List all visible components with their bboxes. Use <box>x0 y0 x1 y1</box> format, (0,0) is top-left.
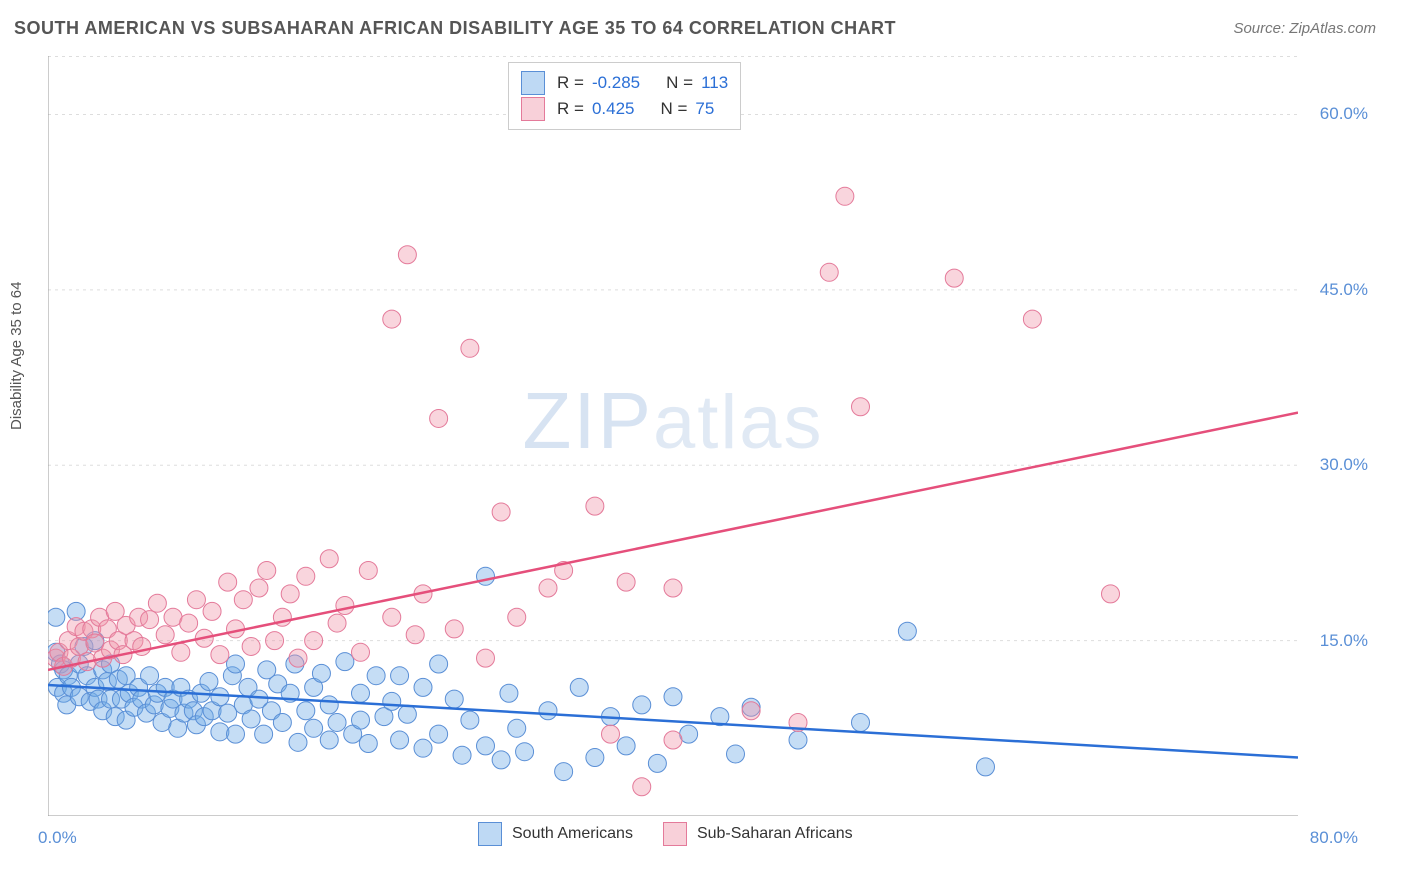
y-axis-label: Disability Age 35 to 64 <box>8 282 25 430</box>
r-value-sub: 0.425 <box>592 99 635 119</box>
swatch-blue-icon <box>521 71 545 95</box>
legend-label-south: South Americans <box>512 825 633 843</box>
legend-swatch-pink-icon <box>663 822 687 846</box>
bottom-legend: South Americans Sub-Saharan Africans <box>478 822 853 846</box>
n-value-south: 113 <box>701 73 728 93</box>
stats-legend: R = -0.285 N = 113 R = 0.425 N = 75 <box>508 62 741 130</box>
legend-label-sub: Sub-Saharan Africans <box>697 825 853 843</box>
plot-area: ZIPatlas R = -0.285 N = 113 R = 0.425 N … <box>48 56 1298 816</box>
swatch-pink-icon <box>521 97 545 121</box>
n-value-sub: 75 <box>695 99 714 119</box>
n-label2: N = <box>660 99 687 119</box>
y-tick-label: 30.0% <box>1320 455 1368 475</box>
y-tick-label: 45.0% <box>1320 280 1368 300</box>
x-min-label: 0.0% <box>38 828 77 848</box>
chart-title: SOUTH AMERICAN VS SUBSAHARAN AFRICAN DIS… <box>14 18 896 39</box>
n-label: N = <box>666 73 693 93</box>
r-label: R = <box>557 73 584 93</box>
stats-row-south: R = -0.285 N = 113 <box>521 71 728 95</box>
x-max-label: 80.0% <box>1310 828 1358 848</box>
chart-svg <box>48 56 1298 816</box>
r-value-south: -0.285 <box>592 73 640 93</box>
r-label2: R = <box>557 99 584 119</box>
stats-row-sub: R = 0.425 N = 75 <box>521 97 728 121</box>
y-tick-label: 15.0% <box>1320 631 1368 651</box>
legend-item-sub: Sub-Saharan Africans <box>663 822 853 846</box>
legend-swatch-blue-icon <box>478 822 502 846</box>
legend-item-south: South Americans <box>478 822 633 846</box>
source-attribution: Source: ZipAtlas.com <box>1233 20 1376 37</box>
y-tick-label: 60.0% <box>1320 104 1368 124</box>
